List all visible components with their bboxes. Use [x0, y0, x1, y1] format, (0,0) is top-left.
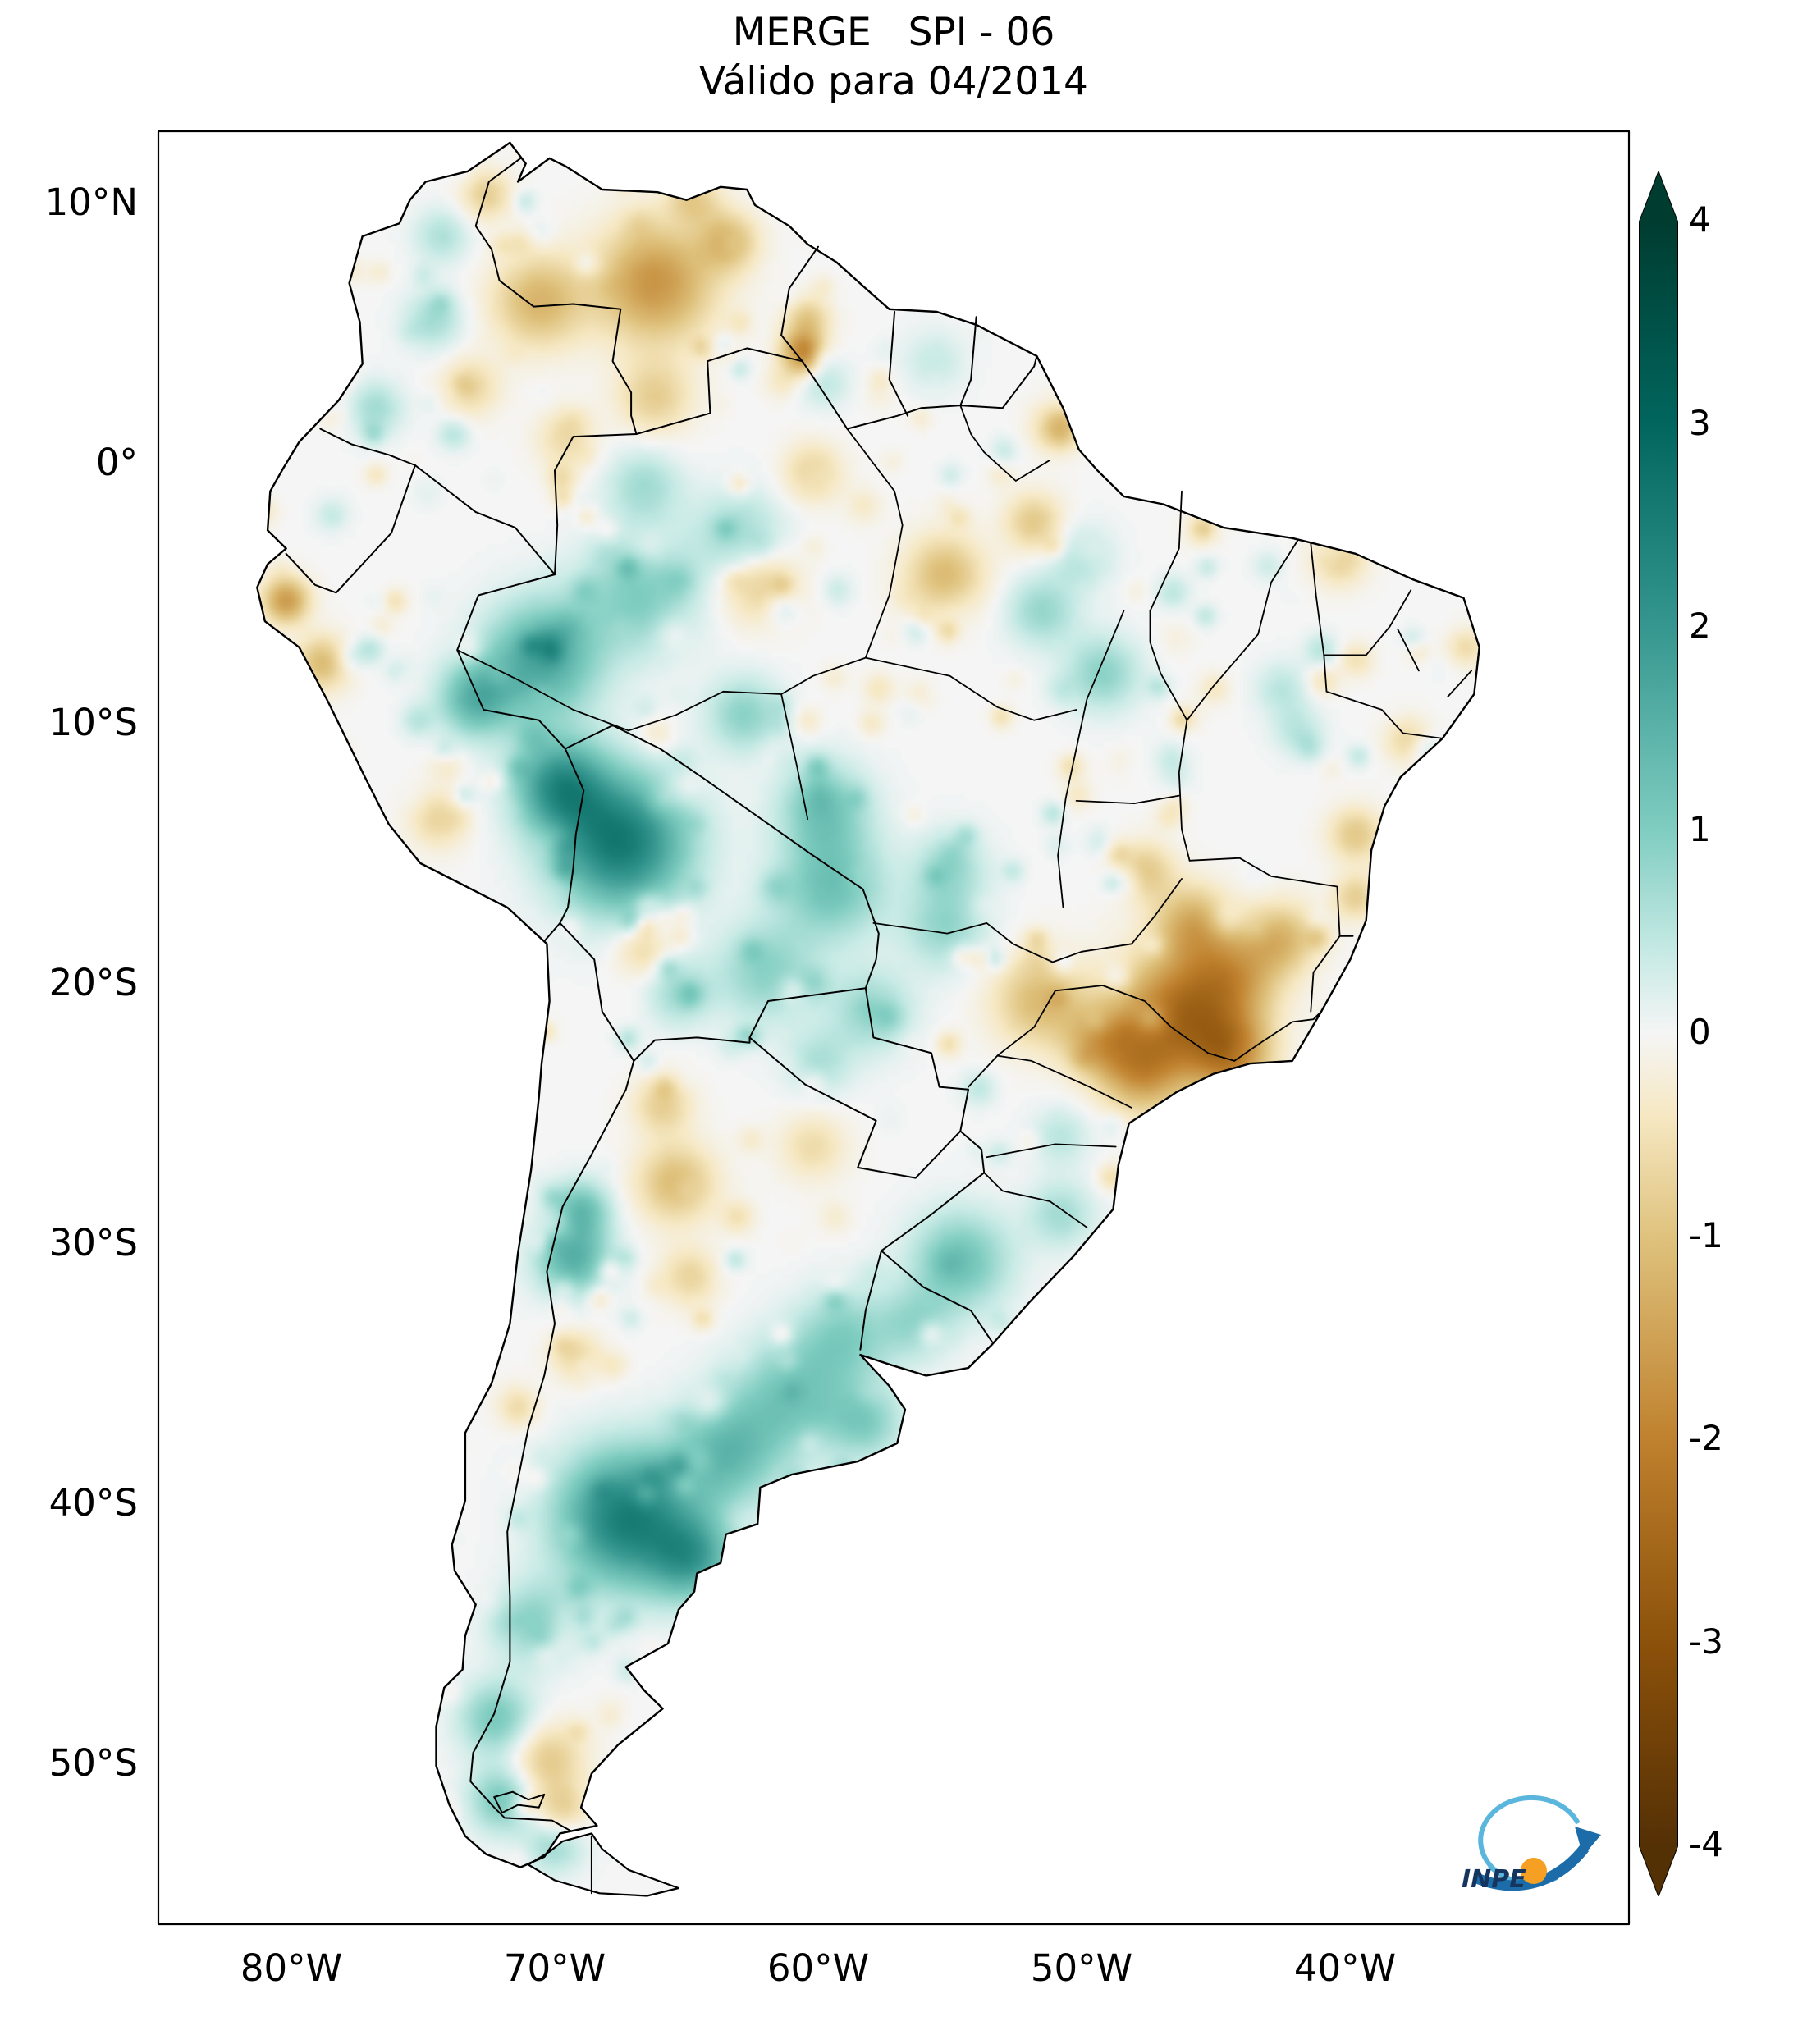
- colorbar-tick-label: 0: [1689, 1012, 1711, 1052]
- colorbar-upper-arrow: [1640, 172, 1677, 222]
- colorbar-tick-label: -4: [1689, 1824, 1723, 1864]
- lat-tick-label: 40°S: [48, 1481, 138, 1525]
- orange-dot-icon: [1521, 1858, 1547, 1884]
- colorbar-tick-label: 4: [1689, 199, 1711, 240]
- lon-tick-label: 50°W: [1030, 1946, 1133, 1990]
- colorbar-tick-label: -2: [1689, 1418, 1723, 1458]
- lat-tick-label: 0°: [95, 441, 138, 484]
- lon-tick-label: 70°W: [503, 1946, 606, 1990]
- lat-tick-label: 10°S: [48, 701, 138, 744]
- lat-tick-label: 20°S: [48, 961, 138, 1004]
- colorbar-lower-arrow: [1640, 1846, 1677, 1895]
- figure-subtitle: Válido para 04/2014: [699, 59, 1088, 104]
- inpe-logo: INPE: [1462, 1795, 1601, 1894]
- lat-tick-label: 30°S: [48, 1221, 138, 1264]
- colorbar-gradient: [1640, 222, 1677, 1846]
- spi-field-canvas: [158, 131, 1629, 1924]
- colorbar-tick-label: -1: [1689, 1214, 1723, 1255]
- lon-tick-label: 60°W: [766, 1946, 870, 1990]
- colorbar-tick-label: 1: [1689, 808, 1711, 849]
- colorbar-tick-label: 3: [1689, 402, 1711, 443]
- colorbar-tick-label: 2: [1689, 606, 1711, 646]
- figure-title: MERGE SPI - 06: [732, 10, 1055, 55]
- lat-tick-label: 50°S: [48, 1741, 138, 1785]
- colorbar-tick-label: -3: [1689, 1621, 1723, 1662]
- lon-tick-label: 80°W: [240, 1946, 343, 1990]
- lat-tick-label: 10°N: [44, 181, 138, 224]
- lon-tick-label: 40°W: [1293, 1946, 1397, 1990]
- inpe-logo-text: INPE: [1462, 1865, 1526, 1894]
- arrowhead-icon: [1575, 1827, 1601, 1856]
